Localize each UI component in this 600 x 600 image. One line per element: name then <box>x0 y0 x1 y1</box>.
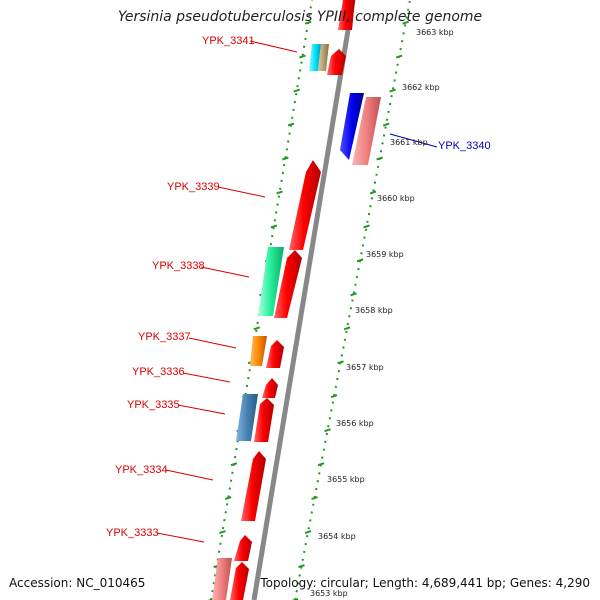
ruler-dash <box>311 496 318 501</box>
label-leaders <box>156 40 438 543</box>
gene-3337 <box>266 340 284 368</box>
gene-label: YPK_3338 <box>152 260 205 272</box>
ruler-dash <box>389 88 396 93</box>
ruler-dash <box>317 462 325 467</box>
ruler-dash <box>304 530 312 535</box>
ruler-dash <box>356 258 364 263</box>
ruler-dash <box>304 20 312 25</box>
gene-label: YPK_3340 <box>438 140 491 152</box>
ruler-dash <box>376 156 383 161</box>
position-labels: 3663 kbp 3662 kbp 3661 kbp 3660 kbp 3659… <box>310 28 454 598</box>
ruler-dash <box>287 122 295 127</box>
position-label: 3653 kbp <box>310 589 348 598</box>
ruler-dash <box>343 326 351 331</box>
gene-labels: YPK_3341 YPK_3340 YPK_3339 YPK_3338 YPK_… <box>106 35 491 539</box>
gene-3340-pink <box>352 97 381 165</box>
gene-label: YPK_3334 <box>115 464 168 476</box>
ruler-dash <box>299 54 306 59</box>
ruler-dash <box>363 224 370 229</box>
ruler-dash <box>382 122 390 127</box>
position-label: 3659 kbp <box>366 250 404 259</box>
position-label: 3658 kbp <box>355 306 393 315</box>
gene-label: YPK_3333 <box>106 527 159 539</box>
ruler-dash <box>337 360 344 365</box>
position-label: 3654 kbp <box>318 532 356 541</box>
summary-text: Topology: circular; Length: 4,689,441 bp… <box>260 576 590 590</box>
position-label: 3663 kbp <box>416 28 454 37</box>
gene-3339 <box>289 160 321 250</box>
right-dotted-track <box>294 0 411 600</box>
ruler-dash <box>324 428 331 433</box>
ruler-dash <box>253 326 261 331</box>
gene-3338-teal <box>258 247 284 316</box>
ruler-dash <box>293 88 301 93</box>
ruler-dash <box>369 190 377 195</box>
ruler-dash <box>219 530 226 535</box>
gene-3342 <box>338 0 355 30</box>
gene-3338 <box>274 250 302 318</box>
gene-label: YPK_3335 <box>127 399 180 411</box>
gene-features <box>212 0 381 600</box>
position-label: 3655 kbp <box>327 475 365 484</box>
ruler-dash <box>330 394 338 399</box>
gene-3336 <box>262 378 278 398</box>
backbone <box>246 0 356 600</box>
ruler-dash <box>350 292 357 297</box>
gene-label: YPK_3339 <box>167 181 220 193</box>
ruler-dash <box>230 462 238 467</box>
position-label: 3657 kbp <box>346 363 384 372</box>
ruler-dash <box>276 190 283 195</box>
ruler-dash <box>270 224 278 229</box>
position-label: 3661 kbp <box>390 138 428 147</box>
gene-3341b <box>309 44 321 71</box>
ruler-dash <box>224 496 232 501</box>
gene-3341 <box>327 49 346 75</box>
ruler-dash <box>402 20 409 25</box>
gene-label: YPK_3336 <box>132 366 185 378</box>
position-label: 3662 kbp <box>402 83 440 92</box>
gene-3337-orange <box>250 336 267 366</box>
accession-text: Accession: NC_010465 <box>9 576 146 590</box>
position-label: 3656 kbp <box>336 419 374 428</box>
gene-3335-steel <box>236 394 258 441</box>
gene-label: YPK_3337 <box>138 331 191 343</box>
gene-3341c <box>318 44 329 71</box>
position-label: 3660 kbp <box>377 194 415 203</box>
ruler-dash <box>282 156 289 161</box>
map-title: Yersinia pseudotuberculosis YPIII, compl… <box>117 9 483 25</box>
ruler-dash <box>395 54 403 59</box>
gene-3335 <box>254 398 274 442</box>
gene-3334 <box>241 451 266 521</box>
ruler-dash <box>291 598 299 600</box>
gene-3332-pink <box>212 558 232 600</box>
gene-3340-blue <box>340 93 364 160</box>
ruler-dash <box>298 564 305 568</box>
gene-label: YPK_3341 <box>202 35 255 47</box>
gene-3332 <box>230 562 249 600</box>
gene-3333 <box>234 535 252 561</box>
